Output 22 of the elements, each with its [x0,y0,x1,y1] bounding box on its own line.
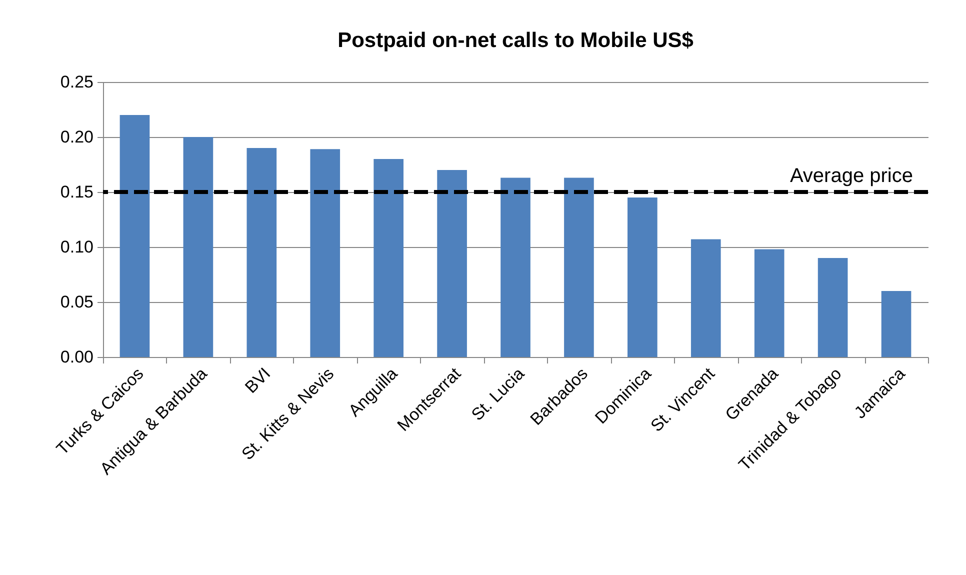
ref-line-label: Average price [790,165,913,187]
y-tick-label: 0.00 [60,348,94,366]
bar [183,137,214,357]
y-tick-label: 0.20 [60,128,94,146]
x-tick-label: BVI [241,364,274,397]
bar [246,148,277,357]
y-tick-label: 0.15 [60,182,94,202]
bar [500,178,530,357]
bar [374,159,404,357]
bar [120,115,150,357]
bar [754,249,784,357]
bar [437,170,467,357]
bar [881,291,912,357]
y-tick-label: 0.10 [60,238,94,256]
y-tick-label: 0.05 [60,292,94,312]
chart-title: Postpaid on-net calls to Mobile US$ [338,29,694,52]
bar [628,198,658,357]
bar [310,149,340,357]
bar [690,239,721,357]
bar [564,178,594,357]
y-tick-label: 0.25 [60,72,94,92]
bar [818,258,848,357]
